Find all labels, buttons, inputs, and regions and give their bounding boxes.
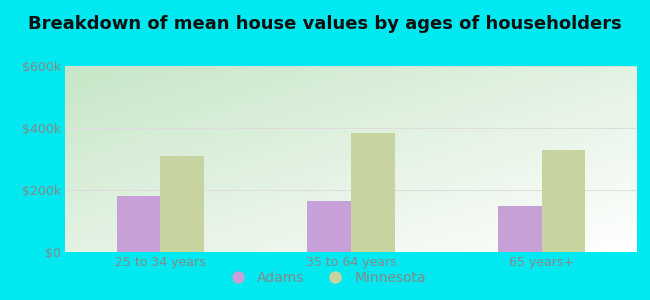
Bar	[541, 150, 585, 252]
Bar	[117, 196, 161, 252]
Legend: Adams, Minnesota: Adams, Minnesota	[218, 265, 432, 290]
Bar	[351, 133, 395, 252]
Text: Breakdown of mean house values by ages of householders: Breakdown of mean house values by ages o…	[28, 15, 622, 33]
Bar	[498, 206, 541, 252]
Bar	[161, 156, 204, 252]
Bar	[307, 201, 351, 252]
